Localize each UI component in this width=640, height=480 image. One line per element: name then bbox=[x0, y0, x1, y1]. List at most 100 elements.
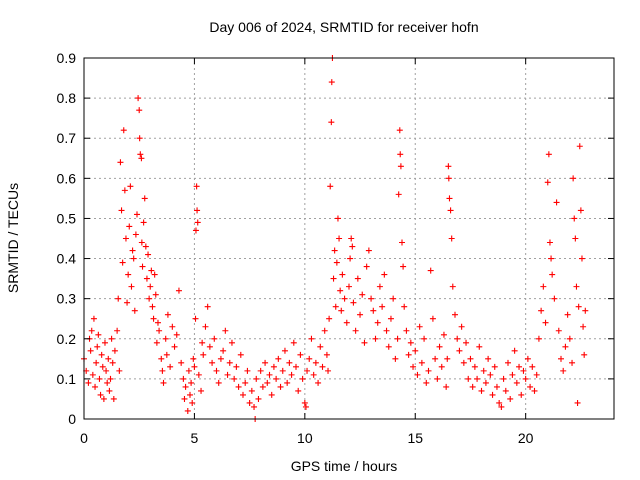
data-point bbox=[511, 347, 518, 354]
data-point bbox=[184, 407, 191, 414]
data-point bbox=[257, 367, 264, 374]
data-point bbox=[421, 335, 428, 342]
data-point bbox=[315, 379, 322, 386]
data-point bbox=[191, 363, 198, 370]
data-point bbox=[118, 207, 125, 214]
data-point bbox=[332, 303, 339, 310]
data-point bbox=[137, 151, 144, 158]
data-point bbox=[397, 151, 404, 158]
data-point bbox=[493, 383, 500, 390]
data-point bbox=[446, 195, 453, 202]
data-point bbox=[443, 383, 450, 390]
data-point bbox=[124, 299, 131, 306]
data-point bbox=[513, 379, 520, 386]
data-point bbox=[188, 379, 195, 386]
data-point bbox=[460, 359, 467, 366]
data-point bbox=[279, 367, 286, 374]
data-point bbox=[136, 107, 143, 114]
data-point bbox=[141, 195, 148, 202]
data-point bbox=[181, 395, 188, 402]
data-point bbox=[349, 243, 356, 250]
data-point bbox=[480, 367, 487, 374]
data-point bbox=[135, 95, 142, 102]
data-point bbox=[145, 251, 152, 258]
data-point bbox=[310, 371, 317, 378]
data-point bbox=[206, 343, 213, 350]
data-point bbox=[516, 363, 523, 370]
data-point bbox=[182, 383, 189, 390]
data-point bbox=[275, 355, 282, 362]
data-point bbox=[317, 343, 324, 350]
data-point bbox=[255, 395, 262, 402]
data-point bbox=[522, 375, 529, 382]
data-point bbox=[244, 367, 251, 374]
data-point bbox=[445, 163, 452, 170]
data-point bbox=[448, 235, 455, 242]
data-point bbox=[392, 355, 399, 362]
data-point bbox=[122, 235, 129, 242]
data-point bbox=[85, 379, 92, 386]
data-point bbox=[412, 347, 419, 354]
data-point bbox=[200, 351, 207, 358]
data-point bbox=[288, 371, 295, 378]
data-point bbox=[167, 363, 174, 370]
x-tick-label: 5 bbox=[191, 430, 199, 446]
data-point bbox=[119, 259, 126, 266]
data-point bbox=[449, 283, 456, 290]
data-point bbox=[175, 287, 182, 294]
data-point bbox=[153, 339, 160, 346]
data-point bbox=[465, 375, 472, 382]
data-point bbox=[226, 359, 233, 366]
data-point bbox=[418, 359, 425, 366]
data-point bbox=[109, 359, 116, 366]
data-point bbox=[390, 295, 397, 302]
data-point bbox=[326, 315, 333, 322]
data-point bbox=[100, 395, 107, 402]
data-point bbox=[341, 295, 348, 302]
data-point bbox=[444, 355, 451, 362]
data-point bbox=[89, 371, 96, 378]
data-point bbox=[542, 319, 549, 326]
data-point bbox=[297, 351, 304, 358]
data-point bbox=[259, 383, 266, 390]
data-point bbox=[319, 363, 326, 370]
data-point bbox=[458, 323, 465, 330]
data-point bbox=[546, 239, 553, 246]
data-point bbox=[551, 295, 558, 302]
data-point bbox=[363, 263, 370, 270]
data-point bbox=[151, 271, 158, 278]
data-point bbox=[217, 355, 224, 362]
x-tick-label: 15 bbox=[407, 430, 423, 446]
data-point bbox=[350, 299, 357, 306]
data-point bbox=[253, 375, 260, 382]
data-point bbox=[333, 259, 340, 266]
data-point bbox=[150, 315, 157, 322]
data-point bbox=[566, 335, 573, 342]
data-point bbox=[414, 371, 421, 378]
data-point bbox=[120, 127, 127, 134]
data-point bbox=[425, 367, 432, 374]
data-point bbox=[273, 375, 280, 382]
data-point bbox=[581, 351, 588, 358]
y-tick-label: 0.6 bbox=[57, 170, 77, 186]
data-point bbox=[374, 319, 381, 326]
data-point bbox=[321, 327, 328, 334]
data-point bbox=[248, 387, 255, 394]
data-point bbox=[323, 351, 330, 358]
data-point bbox=[195, 371, 202, 378]
data-point bbox=[549, 271, 556, 278]
data-point bbox=[163, 351, 170, 358]
data-point bbox=[376, 283, 383, 290]
data-point bbox=[330, 275, 337, 282]
data-point bbox=[531, 387, 538, 394]
data-point bbox=[134, 211, 140, 218]
data-point bbox=[138, 239, 145, 246]
data-point bbox=[582, 307, 589, 314]
data-point bbox=[131, 307, 138, 314]
data-point bbox=[529, 363, 536, 370]
data-point bbox=[485, 355, 492, 362]
data-point bbox=[277, 383, 284, 390]
data-point bbox=[463, 339, 470, 346]
data-point bbox=[147, 283, 154, 290]
